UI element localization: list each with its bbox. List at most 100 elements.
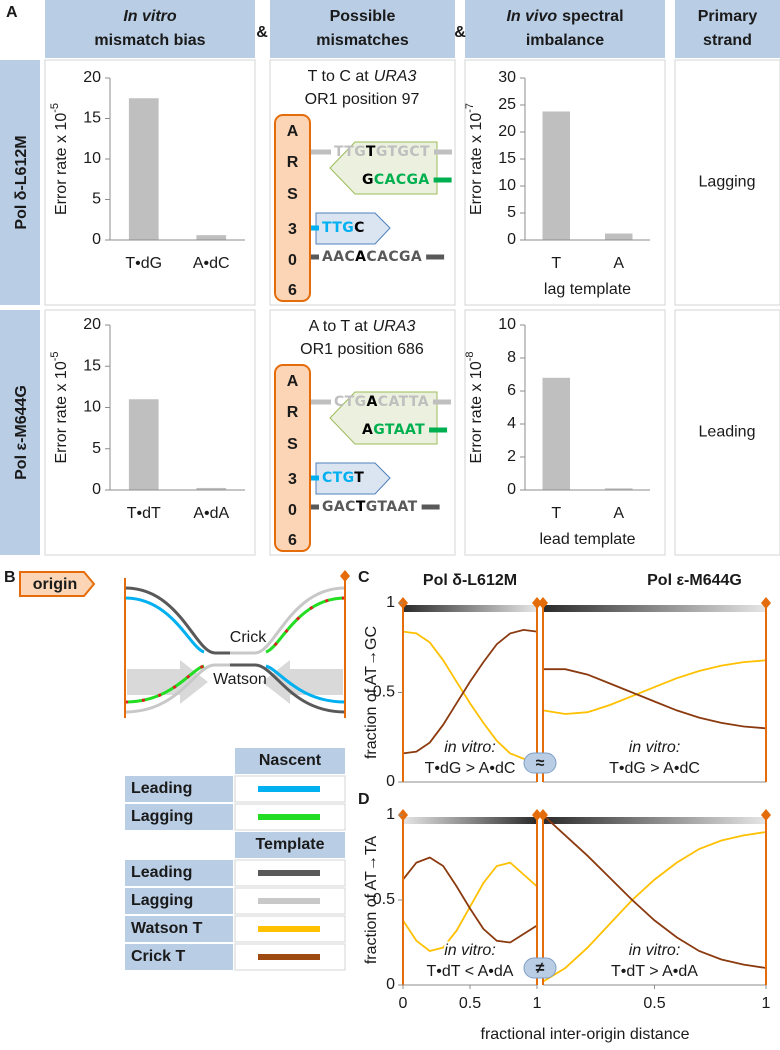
bar bbox=[605, 233, 633, 240]
segmented-text: imbalance bbox=[526, 32, 604, 49]
origin-marker bbox=[340, 570, 350, 582]
text-segment: Primary bbox=[698, 8, 758, 25]
bar bbox=[128, 98, 159, 240]
row-label: Pol δ-L612M bbox=[13, 135, 30, 229]
y-axis-label-text: Error rate x 10 bbox=[468, 113, 485, 215]
origin-tag bbox=[19, 571, 96, 597]
y-axis-label: fraction of AT→GC bbox=[363, 626, 380, 759]
legend-label-cell bbox=[125, 776, 233, 802]
strand bbox=[265, 596, 346, 654]
annotation: in vitro: bbox=[444, 942, 496, 959]
bar bbox=[128, 399, 159, 490]
legend-label-cell bbox=[125, 860, 233, 886]
text-segment: GTAAT bbox=[373, 422, 425, 438]
origin-letter: S bbox=[287, 186, 298, 203]
origin-marker bbox=[761, 809, 771, 821]
segmented-text: Possible bbox=[330, 8, 396, 25]
orientation-bar bbox=[403, 605, 537, 612]
legend-label: Lagging bbox=[131, 808, 193, 825]
text-segment: CTG bbox=[322, 470, 354, 486]
comparison-symbol: ≈ bbox=[536, 755, 545, 772]
annotation: T•dG > A•dC bbox=[425, 760, 516, 777]
y-axis-label: Error rate x 10-7 bbox=[464, 103, 485, 215]
segmented-text: mismatches bbox=[316, 32, 409, 49]
text-segment: T bbox=[356, 499, 366, 515]
annotation: T•dG > A•dC bbox=[609, 760, 700, 777]
text-segment: CATTA bbox=[378, 394, 429, 410]
body-cell bbox=[674, 59, 780, 306]
y-tick-label: 10 bbox=[498, 177, 516, 194]
y-axis-label: Error rate x 10-5 bbox=[49, 103, 70, 215]
origin-letter: 6 bbox=[288, 282, 297, 299]
origin-tag-label: origin bbox=[33, 576, 77, 593]
primary-strand: Leading bbox=[699, 424, 756, 441]
fork-arrow bbox=[262, 660, 343, 704]
row-label-cell bbox=[0, 310, 40, 555]
y-axis-label: Error rate x 10-5 bbox=[49, 351, 70, 463]
y-tick-label: 1 bbox=[386, 806, 395, 823]
panel-label: C bbox=[358, 569, 370, 586]
bar bbox=[196, 487, 227, 490]
y-tick-label: 30 bbox=[498, 69, 516, 86]
y-tick-label: 0 bbox=[92, 481, 101, 498]
chart-title: Pol δ-L612M bbox=[423, 572, 517, 589]
chart-title: Pol ε-M644G bbox=[647, 572, 742, 589]
text-segment: TTG bbox=[322, 220, 354, 236]
origin-letter: 0 bbox=[288, 252, 297, 269]
lagging-primer-shape bbox=[329, 141, 438, 195]
origin-letter: R bbox=[287, 154, 299, 171]
segmented-text: In vivo spectral bbox=[506, 8, 623, 25]
text-segment: CTG bbox=[334, 394, 367, 410]
y-tick-label: 0 bbox=[92, 231, 101, 248]
text-segment: T bbox=[366, 144, 376, 160]
x-tick-label: T•dT bbox=[127, 505, 161, 522]
annotation: in vitro: bbox=[629, 942, 681, 959]
legend-label-cell bbox=[125, 944, 233, 970]
y-tick-label: 20 bbox=[83, 69, 101, 86]
origin-marker bbox=[538, 809, 548, 821]
bar bbox=[542, 377, 570, 490]
y-axis-label-exponent: -5 bbox=[49, 103, 61, 113]
y-tick-label: 0 bbox=[386, 976, 395, 993]
x-tick-label: A bbox=[613, 505, 624, 522]
legend-label-cell bbox=[125, 888, 233, 914]
annotation: in vitro: bbox=[629, 739, 681, 756]
text-segment: In vitro bbox=[123, 8, 177, 25]
comparison-badge bbox=[523, 752, 557, 774]
lagging-primer-shape bbox=[329, 391, 438, 445]
orientation-bar bbox=[543, 817, 766, 824]
orientation-bar bbox=[543, 605, 766, 612]
series-line bbox=[542, 814, 767, 969]
y-axis-label: Error rate x 10-8 bbox=[464, 351, 485, 463]
strand bbox=[265, 596, 346, 654]
origin-letter: 3 bbox=[288, 221, 297, 238]
legend-label-cell bbox=[125, 804, 233, 830]
legend-label: Watson T bbox=[131, 920, 203, 937]
segmented-text: GACTGTAAT bbox=[322, 499, 418, 515]
bar bbox=[196, 235, 227, 240]
y-tick-label: 0 bbox=[386, 773, 395, 790]
strand-label: Crick bbox=[230, 629, 267, 646]
x-tick-label: T•dG bbox=[125, 255, 162, 272]
primary-strand: Lagging bbox=[699, 174, 756, 191]
y-axis-label-exponent: -8 bbox=[464, 351, 476, 361]
text-segment: GAC bbox=[322, 499, 356, 515]
origin-letter: S bbox=[287, 436, 298, 453]
text-segment: A bbox=[367, 394, 378, 410]
series-line bbox=[402, 856, 538, 944]
text-segment: mismatch bias bbox=[94, 32, 205, 49]
bar bbox=[542, 111, 570, 240]
segmented-text: TTGC bbox=[322, 220, 365, 236]
origin-marker bbox=[761, 597, 771, 609]
text-segment: imbalance bbox=[526, 32, 604, 49]
text-segment: T to C at bbox=[308, 68, 370, 85]
annotation: T•dT > A•dA bbox=[611, 963, 698, 980]
legend-label: Leading bbox=[131, 864, 192, 881]
legend-label: Lagging bbox=[131, 892, 193, 909]
x-axis-label: lead template bbox=[539, 531, 635, 548]
y-tick-label: 15 bbox=[498, 150, 516, 167]
orientation-bar bbox=[403, 817, 537, 824]
text-segment: URA3 bbox=[374, 68, 417, 85]
origin-letter: 3 bbox=[288, 471, 297, 488]
segmented-text: Primary bbox=[698, 8, 758, 25]
